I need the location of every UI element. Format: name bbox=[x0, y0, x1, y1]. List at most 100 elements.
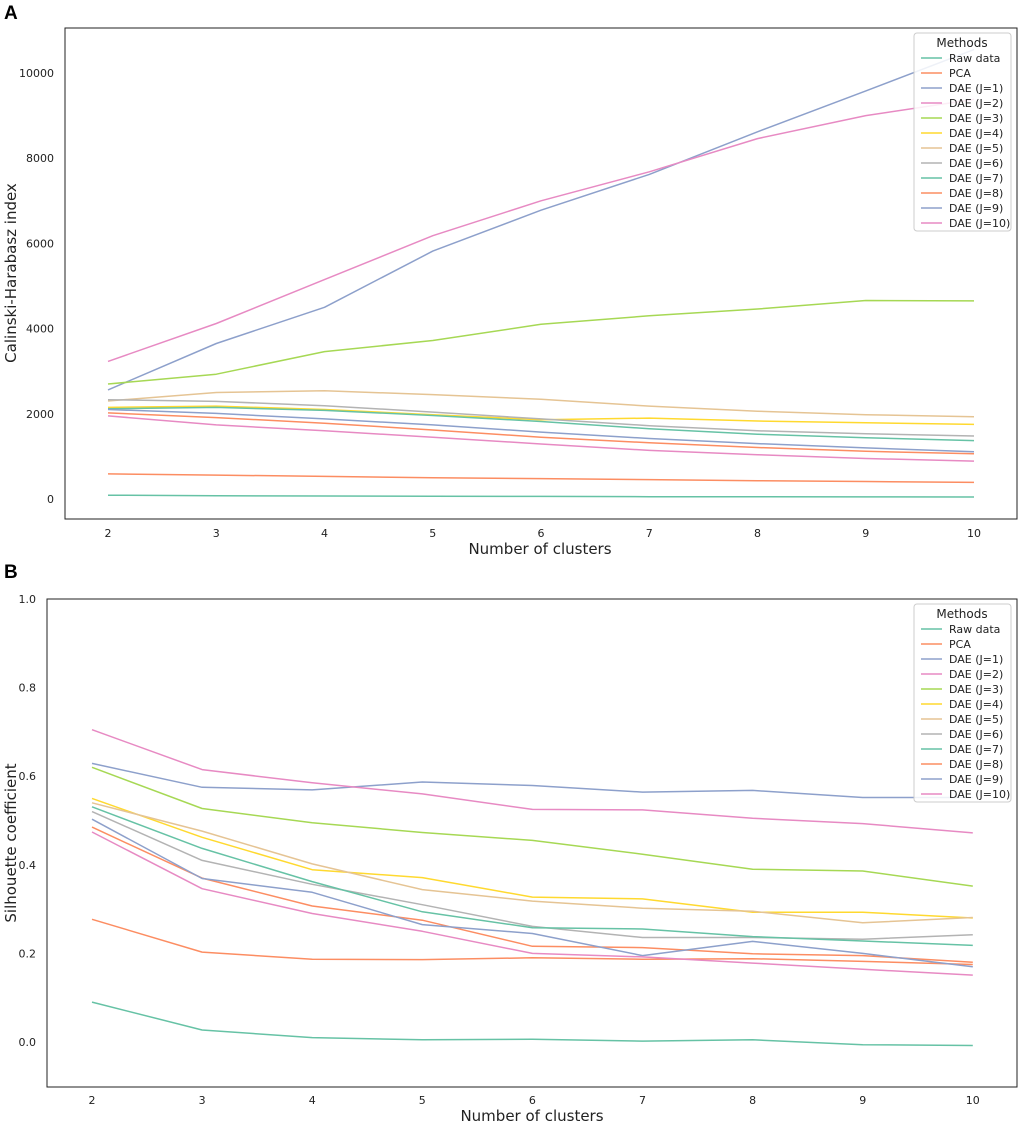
panel-b-legend-label-dae-j-7: DAE (J=7) bbox=[949, 743, 1003, 756]
panel-b-x-tick-label: 2 bbox=[89, 1094, 96, 1107]
panel-a-legend-label-raw-data: Raw data bbox=[949, 52, 1000, 65]
panel-a-series-dae-j-7 bbox=[107, 406, 975, 442]
panel-b-x-axis-label: Number of clusters bbox=[460, 1107, 603, 1124]
panel-b-legend-title: Methods bbox=[936, 607, 987, 621]
panel-a-legend: Methods Raw data PCA DAE (J=1) DAE (J=2) DAE… bbox=[913, 32, 1012, 232]
panel-b-legend-label-raw-data: Raw data bbox=[949, 623, 1000, 636]
panel-a-letter: A bbox=[4, 3, 18, 24]
panel-b-chart: B 2 3 4 5 6 7 8 9 10 0.0 0.2 0.4 0.6 0.8 1.0 Number o… bbox=[2, 562, 1018, 1124]
panel-b-series-dae-j-5 bbox=[91, 802, 973, 924]
panel-b-y-ticks: 0.0 0.2 0.4 0.6 0.8 1.0 bbox=[19, 593, 37, 1049]
panel-b-x-tick-label: 7 bbox=[639, 1094, 646, 1107]
panel-a-series-dae-j-5 bbox=[107, 390, 975, 418]
panel-b-legend-label-dae-j-6: DAE (J=6) bbox=[949, 728, 1003, 741]
panel-b-x-ticks: 2 3 4 5 6 7 8 9 10 bbox=[89, 1094, 980, 1107]
panel-b-series-dae-j-8 bbox=[91, 826, 973, 964]
panel-a-legend-label-dae-j-2: DAE (J=2) bbox=[949, 97, 1003, 110]
panel-a-series-pca bbox=[107, 473, 975, 484]
panel-b-legend-label-dae-j-4: DAE (J=4) bbox=[949, 698, 1003, 711]
panel-a-y-tick-label: 0 bbox=[47, 493, 54, 506]
panel-a-series-dae-j-9 bbox=[107, 408, 975, 453]
panel-a-series-lines bbox=[107, 48, 975, 498]
panel-b-y-tick-label: 0.6 bbox=[19, 770, 37, 783]
panel-a-x-axis-label: Number of clusters bbox=[468, 540, 611, 558]
panel-a-legend-label-dae-j-4: DAE (J=4) bbox=[949, 127, 1003, 140]
panel-a-legend-box bbox=[913, 32, 1012, 232]
panel-b-legend: Methods Raw data PCA DAE (J=1) DAE (J=2) DAE… bbox=[913, 603, 1012, 803]
panel-a-y-tick-label: 8000 bbox=[26, 152, 54, 165]
panel-b-legend-label-dae-j-1: DAE (J=1) bbox=[949, 653, 1003, 666]
panel-a-x-tick-label: 8 bbox=[754, 527, 761, 540]
panel-a-legend-label-dae-j-8: DAE (J=8) bbox=[949, 187, 1003, 200]
panel-a-chart: A 2 3 4 5 6 7 8 9 10 0 2000 4000 6000 8000 10000 Numb… bbox=[2, 3, 1018, 558]
panel-b-series-dae-j-1 bbox=[91, 762, 973, 799]
panel-b-series-dae-j-10 bbox=[91, 831, 973, 976]
panel-b-y-axis-label: Silhouette coefficient bbox=[2, 763, 20, 922]
panel-b-x-tick-label: 10 bbox=[966, 1094, 980, 1107]
panel-b-legend-label-pca: PCA bbox=[949, 638, 971, 651]
panel-b-series-dae-j-9 bbox=[91, 818, 973, 968]
panel-b-legend-label-dae-j-8: DAE (J=8) bbox=[949, 758, 1003, 771]
panel-a-legend-label-dae-j-9: DAE (J=9) bbox=[949, 202, 1003, 215]
panel-a-y-ticks: 0 2000 4000 6000 8000 10000 bbox=[19, 67, 54, 506]
panel-a-legend-label-dae-j-10: DAE (J=10) bbox=[949, 217, 1010, 230]
panel-a-x-tick-label: 6 bbox=[538, 527, 545, 540]
panel-b-y-tick-label: 0.8 bbox=[19, 682, 37, 695]
panel-a-frame bbox=[64, 27, 1018, 520]
panel-b-y-tick-label: 0.2 bbox=[19, 947, 37, 960]
panel-a-legend-title: Methods bbox=[936, 36, 987, 50]
panel-a-legend-label-pca: PCA bbox=[949, 67, 971, 80]
panel-b-legend-label-dae-j-10: DAE (J=10) bbox=[949, 788, 1010, 801]
panel-a-series-dae-j-10 bbox=[107, 415, 975, 462]
panel-b-series-raw-data bbox=[91, 1001, 973, 1047]
panel-a-series-dae-j-3 bbox=[107, 299, 975, 385]
panel-b-y-tick-label: 1.0 bbox=[19, 593, 37, 606]
panel-b-x-tick-label: 5 bbox=[419, 1094, 426, 1107]
panel-a-y-tick-label: 6000 bbox=[26, 237, 54, 250]
panel-b-legend-label-dae-j-9: DAE (J=9) bbox=[949, 773, 1003, 786]
panel-a-series-dae-j-4 bbox=[107, 405, 975, 426]
panel-a-x-tick-label: 9 bbox=[862, 527, 869, 540]
panel-b-series-pca bbox=[91, 918, 973, 966]
panel-a-series-dae-j-1 bbox=[107, 48, 975, 391]
panel-a-x-tick-label: 2 bbox=[105, 527, 112, 540]
panel-a-y-tick-label: 2000 bbox=[26, 408, 54, 421]
panel-a-y-tick-label: 10000 bbox=[19, 67, 54, 80]
panel-b-letter: B bbox=[4, 562, 18, 583]
panel-a-series-raw-data bbox=[107, 494, 975, 498]
panel-b-legend-label-dae-j-2: DAE (J=2) bbox=[949, 668, 1003, 681]
panel-b-x-tick-label: 9 bbox=[859, 1094, 866, 1107]
panel-b-series-dae-j-7 bbox=[91, 806, 973, 947]
panel-a-legend-label-dae-j-6: DAE (J=6) bbox=[949, 157, 1003, 170]
panel-b-legend-box bbox=[913, 603, 1012, 803]
panel-a-legend-label-dae-j-7: DAE (J=7) bbox=[949, 172, 1003, 185]
panel-b-x-tick-label: 8 bbox=[749, 1094, 756, 1107]
panel-a-x-tick-label: 3 bbox=[213, 527, 220, 540]
panel-a-legend-items: Raw data PCA DAE (J=1) DAE (J=2) DAE (J=3) DA… bbox=[921, 52, 1010, 230]
panel-b-frame bbox=[46, 598, 1018, 1088]
panel-a-series-dae-j-8 bbox=[107, 412, 975, 455]
panel-b-x-tick-label: 6 bbox=[529, 1094, 536, 1107]
panel-b-legend-label-dae-j-3: DAE (J=3) bbox=[949, 683, 1003, 696]
panel-b-legend-items: Raw data PCA DAE (J=1) DAE (J=2) DAE (J=3) DA… bbox=[921, 623, 1010, 801]
panel-b-series-dae-j-2 bbox=[91, 728, 973, 834]
panel-b-x-tick-label: 4 bbox=[309, 1094, 316, 1107]
panel-a-y-axis-label: Calinski-Harabasz index bbox=[2, 183, 20, 363]
panel-a-y-tick-label: 4000 bbox=[26, 323, 54, 336]
panel-a-x-tick-label: 10 bbox=[967, 527, 981, 540]
panel-b-legend-label-dae-j-5: DAE (J=5) bbox=[949, 713, 1003, 726]
panel-a-x-ticks: 2 3 4 5 6 7 8 9 10 bbox=[105, 527, 982, 540]
panel-a-legend-label-dae-j-1: DAE (J=1) bbox=[949, 82, 1003, 95]
panel-b-x-tick-label: 3 bbox=[199, 1094, 206, 1107]
panel-a-legend-label-dae-j-5: DAE (J=5) bbox=[949, 142, 1003, 155]
panel-a-series-dae-j-2 bbox=[107, 98, 975, 363]
panel-b-series-dae-j-3 bbox=[91, 766, 973, 887]
panel-b-y-tick-label: 0.0 bbox=[19, 1036, 37, 1049]
panel-a-x-tick-label: 7 bbox=[646, 527, 653, 540]
panel-a-x-tick-label: 4 bbox=[321, 527, 328, 540]
panel-b-series-dae-j-6 bbox=[91, 810, 973, 940]
panel-a-series-dae-j-6 bbox=[107, 398, 975, 437]
panel-a-x-tick-label: 5 bbox=[429, 527, 436, 540]
panel-b-series-lines bbox=[91, 728, 973, 1047]
